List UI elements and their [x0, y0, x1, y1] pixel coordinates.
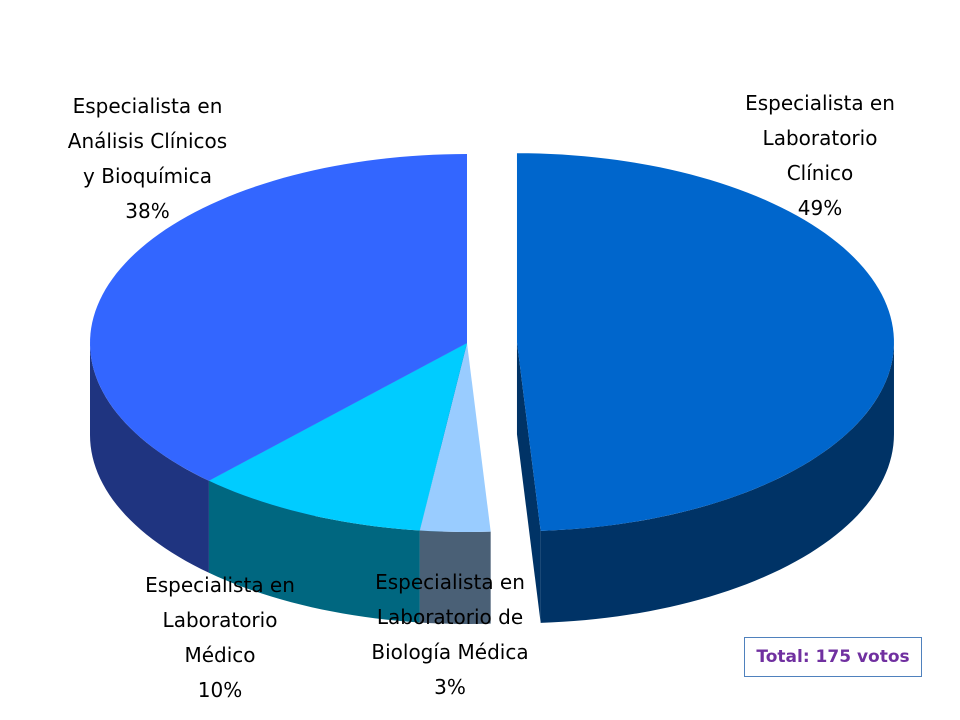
pie-slice — [516, 153, 894, 531]
slice-label-line: Análisis Clínicos — [67, 129, 228, 153]
slice-label-line: Laboratorio — [162, 608, 278, 632]
slice-label-laboratorio-clinico: Especialista en Laboratorio Clínico 49% — [720, 86, 920, 226]
slice-label-analisis-clinicos: Especialista en Análisis Clínicos y Bioq… — [40, 89, 255, 229]
pie-slice-cut-face — [516, 342, 541, 623]
pie-slice-side — [90, 343, 209, 573]
slice-percent-label: 38% — [125, 199, 170, 223]
slice-label-line: Biología Médica — [371, 640, 529, 664]
slice-label-line: Laboratorio de — [376, 605, 524, 629]
pie-slice — [208, 343, 467, 531]
slice-label-line: Clínico — [786, 161, 854, 185]
pie-slice-side — [208, 480, 420, 623]
slice-label-line: Médico — [184, 643, 256, 667]
pie-slice-side — [419, 530, 491, 624]
slice-label-line: y Bioquímica — [83, 164, 212, 188]
slice-label-line: Laboratorio — [762, 126, 878, 150]
total-votes-box: Total: 175 votos — [744, 637, 922, 677]
slice-percent-label: 3% — [434, 675, 466, 699]
pie-slice — [419, 343, 491, 532]
slice-label-line: Especialista en — [145, 573, 295, 597]
slice-label-laboratorio-medico: Especialista en Laboratorio Médico 10% — [120, 568, 320, 708]
pie-slice — [90, 154, 468, 481]
slice-label-line: Especialista en — [72, 94, 223, 118]
pie-slice-side — [540, 342, 894, 623]
slice-percent-label: 49% — [797, 196, 843, 220]
slice-label-line: Especialista en — [375, 570, 525, 594]
slice-label-biologia-medica: Especialista en Laboratorio de Biología … — [350, 565, 550, 705]
slice-label-line: Especialista en — [745, 91, 895, 115]
slice-percent-label: 10% — [197, 678, 243, 702]
